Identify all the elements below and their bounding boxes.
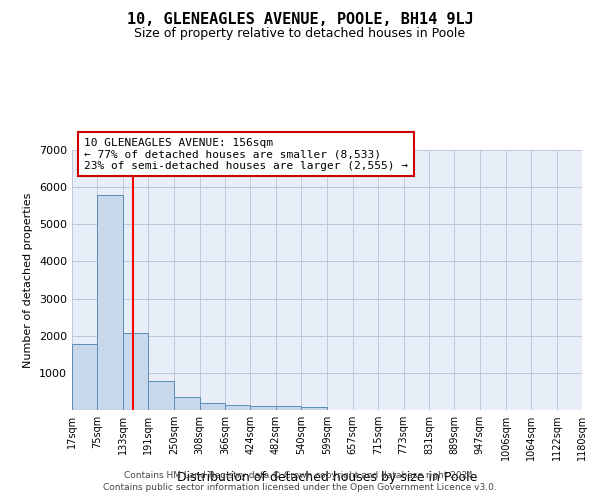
Text: Contains HM Land Registry data © Crown copyright and database right 2024.: Contains HM Land Registry data © Crown c… bbox=[124, 471, 476, 480]
Bar bbox=[174, 398, 200, 410]
Text: Contains public sector information licensed under the Open Government Licence v3: Contains public sector information licen… bbox=[103, 484, 497, 492]
Text: 10 GLENEAGLES AVENUE: 156sqm
← 77% of detached houses are smaller (8,533)
23% of: 10 GLENEAGLES AVENUE: 156sqm ← 77% of de… bbox=[84, 138, 408, 170]
Text: 10, GLENEAGLES AVENUE, POOLE, BH14 9LJ: 10, GLENEAGLES AVENUE, POOLE, BH14 9LJ bbox=[127, 12, 473, 28]
Y-axis label: Number of detached properties: Number of detached properties bbox=[23, 192, 34, 368]
Bar bbox=[148, 380, 174, 410]
Text: Size of property relative to detached houses in Poole: Size of property relative to detached ho… bbox=[134, 28, 466, 40]
Bar bbox=[72, 344, 97, 410]
Bar bbox=[250, 406, 276, 410]
Bar bbox=[301, 407, 327, 410]
Bar bbox=[123, 332, 148, 410]
X-axis label: Distribution of detached houses by size in Poole: Distribution of detached houses by size … bbox=[177, 472, 477, 484]
Bar bbox=[276, 406, 301, 410]
Bar bbox=[200, 402, 225, 410]
Bar bbox=[225, 405, 250, 410]
Bar bbox=[97, 196, 123, 410]
